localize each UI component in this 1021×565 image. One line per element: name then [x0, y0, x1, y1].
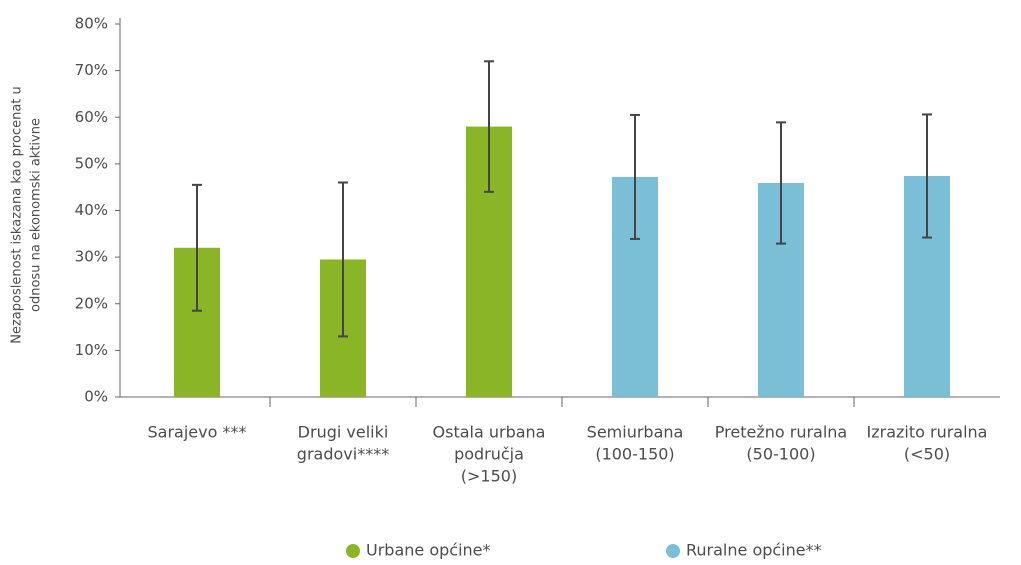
x-tick-label: Izrazito ruralna — [867, 423, 988, 442]
legend-swatch — [666, 544, 680, 558]
x-tick-label: (100-150) — [595, 445, 674, 464]
x-tick-label: Drugi veliki — [298, 423, 389, 442]
error-bar — [192, 183, 202, 312]
error-bar — [922, 113, 932, 239]
legend-label: Ruralne općine** — [686, 541, 822, 560]
legend-label: Urbane općine* — [366, 541, 491, 560]
x-tick-label: (>150) — [461, 467, 517, 486]
x-tick-label: Sarajevo *** — [148, 423, 247, 442]
x-tick-label: (<50) — [904, 445, 950, 464]
x-tick-label: Semiurbana — [587, 423, 684, 442]
y-tick-label: 70% — [75, 61, 108, 79]
error-bar — [776, 121, 786, 245]
error-bar — [484, 60, 494, 193]
x-tick-label: (50-100) — [746, 445, 815, 464]
y-tick-label: 0% — [84, 388, 108, 406]
y-axis-label: odnosu na ekonomski aktivne — [29, 118, 44, 312]
x-tick-label: gradovi**** — [297, 445, 389, 464]
y-axis-label: Nezaposlenost iskazana kao procenat u — [10, 86, 25, 344]
error-bar — [630, 113, 640, 240]
x-tick-label: Ostala urbana — [433, 423, 546, 442]
y-tick-label: 40% — [75, 201, 108, 219]
y-tick-label: 50% — [75, 154, 108, 172]
y-tick-label: 20% — [75, 294, 108, 312]
y-tick-label: 10% — [75, 341, 108, 359]
y-tick-label: 30% — [75, 248, 108, 266]
legend-swatch — [346, 544, 360, 558]
y-tick-label: 80% — [75, 15, 108, 33]
x-tick-label: Pretežno ruralna — [715, 423, 847, 442]
error-bar — [338, 181, 348, 338]
y-tick-label: 60% — [75, 108, 108, 126]
x-tick-label: područja — [454, 445, 524, 464]
